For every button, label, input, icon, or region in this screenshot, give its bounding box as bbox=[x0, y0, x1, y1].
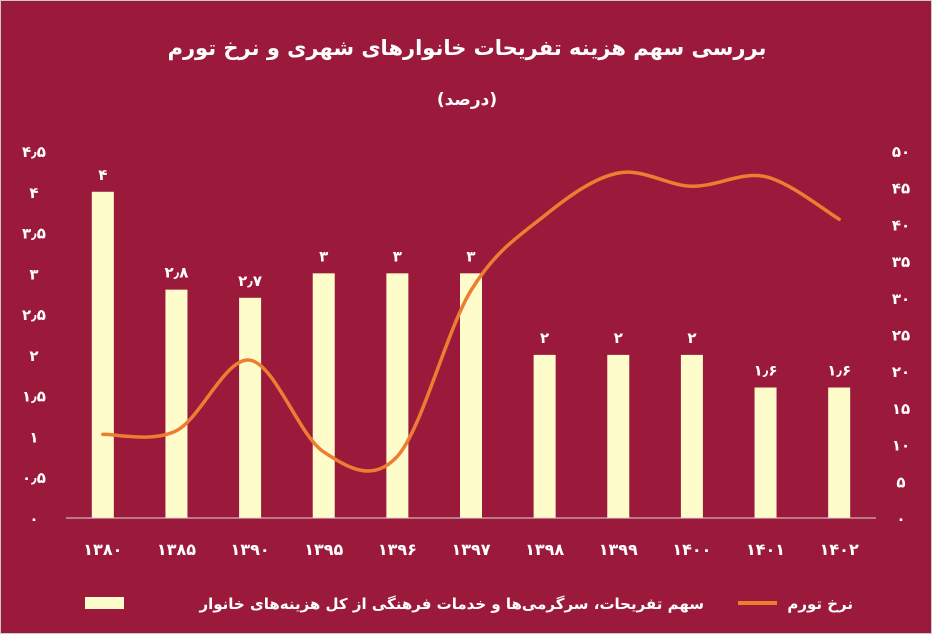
y-left-tick-label: ۱ bbox=[29, 428, 38, 446]
bar-data-label: ۳ bbox=[466, 247, 475, 265]
bar-data-label: ۲٫۷ bbox=[238, 272, 262, 290]
y-right-tick-label: ۰ bbox=[896, 510, 905, 528]
y-right-tick-label: ۵ bbox=[896, 473, 905, 491]
y-left-tick-label: ۰ bbox=[29, 510, 38, 528]
x-tick-label: ۱۴۰۲ bbox=[820, 540, 859, 559]
y-right-tick-label: ۴۰ bbox=[892, 216, 910, 234]
bar bbox=[680, 354, 703, 518]
bar-data-label: ۲٫۸ bbox=[164, 264, 188, 282]
bar-data-label: ۲ bbox=[540, 329, 549, 347]
bar bbox=[386, 273, 409, 518]
x-tick-label: ۱۴۰۰ bbox=[672, 540, 711, 559]
bar bbox=[165, 289, 188, 518]
y-left-tick-label: ۱٫۵ bbox=[22, 388, 46, 406]
y-left-tick-label: ۲٫۵ bbox=[22, 306, 46, 324]
bar-data-label: ۴ bbox=[98, 166, 107, 184]
bar-data-label: ۲ bbox=[687, 329, 696, 347]
y-left-tick-label: ۴ bbox=[29, 184, 38, 202]
inflation-line bbox=[101, 170, 841, 473]
y-right-tick-label: ۲۵ bbox=[892, 327, 910, 345]
bar-data-label: ۳ bbox=[319, 247, 328, 265]
y-right-tick-label: ۳۵ bbox=[892, 253, 910, 271]
bar bbox=[460, 273, 482, 518]
y-left-tick-label: ۴٫۵ bbox=[22, 143, 46, 161]
x-tick-label: ۱۳۹۰ bbox=[231, 540, 270, 559]
x-tick-label: ۱۳۹۵ bbox=[304, 540, 343, 559]
bar bbox=[239, 297, 262, 518]
bar bbox=[312, 273, 335, 518]
x-tick-label: ۱۳۹۷ bbox=[451, 540, 490, 559]
legend: سهم تفریحات، سرگرمی‌ها و خدمات فرهنگی از… bbox=[85, 595, 853, 613]
x-tick-label: ۱۴۰۱ bbox=[746, 540, 785, 559]
bar-data-label: ۱٫۶ bbox=[754, 362, 778, 380]
x-tick-label: ۱۳۸۰ bbox=[83, 540, 122, 559]
bar-data-label: ۳ bbox=[393, 247, 402, 265]
y-right-tick-label: ۱۰ bbox=[892, 437, 910, 455]
chart-title: بررسی سهم هزینه تفریحات خانوارهای شهری و… bbox=[168, 36, 767, 60]
legend-bar-label: سهم تفریحات، سرگرمی‌ها و خدمات فرهنگی از… bbox=[198, 595, 704, 613]
x-tick-label: ۱۳۹۶ bbox=[378, 540, 417, 559]
y-left-tick-label: ۲ bbox=[29, 347, 38, 365]
x-tick-label: ۱۳۹۸ bbox=[525, 540, 564, 559]
x-tick-label: ۱۳۸۵ bbox=[157, 540, 196, 559]
y-left-tick-label: ۰٫۵ bbox=[22, 469, 46, 487]
bar bbox=[828, 387, 851, 518]
legend-line-label: نرخ تورم bbox=[787, 595, 853, 613]
y-left-tick-label: ۳ bbox=[29, 265, 38, 283]
bar-data-label: ۲ bbox=[614, 329, 623, 347]
y-left-tick-label: ۳٫۵ bbox=[22, 225, 46, 243]
bar-data-label: ۱٫۶ bbox=[827, 362, 851, 380]
legend-bar-swatch bbox=[85, 597, 124, 609]
x-tick-label: ۱۳۹۹ bbox=[599, 540, 638, 559]
y-right-tick-label: ۱۵ bbox=[892, 400, 910, 418]
bar bbox=[533, 354, 556, 518]
bar bbox=[91, 191, 114, 518]
chart-subtitle: (درصد) bbox=[437, 90, 497, 110]
plot-area: ۰ ۰٫۵ ۱ ۱٫۵ ۲ ۲٫۵ ۳ ۳٫۵ ۴ ۴٫۵ ۰ ۵ ۱۰ ۱۵ ۲۰ ۲۵ ۳۰ ۳۵ ۴۰ ۴۵ ۵۰… bbox=[22, 143, 910, 559]
y-right-tick-label: ۲۰ bbox=[892, 363, 910, 381]
bar bbox=[754, 387, 777, 518]
bar bbox=[607, 354, 630, 518]
y-right-tick-label: ۴۵ bbox=[892, 180, 910, 198]
y-right-tick-label: ۵۰ bbox=[892, 143, 910, 161]
y-right-tick-label: ۳۰ bbox=[892, 290, 910, 308]
